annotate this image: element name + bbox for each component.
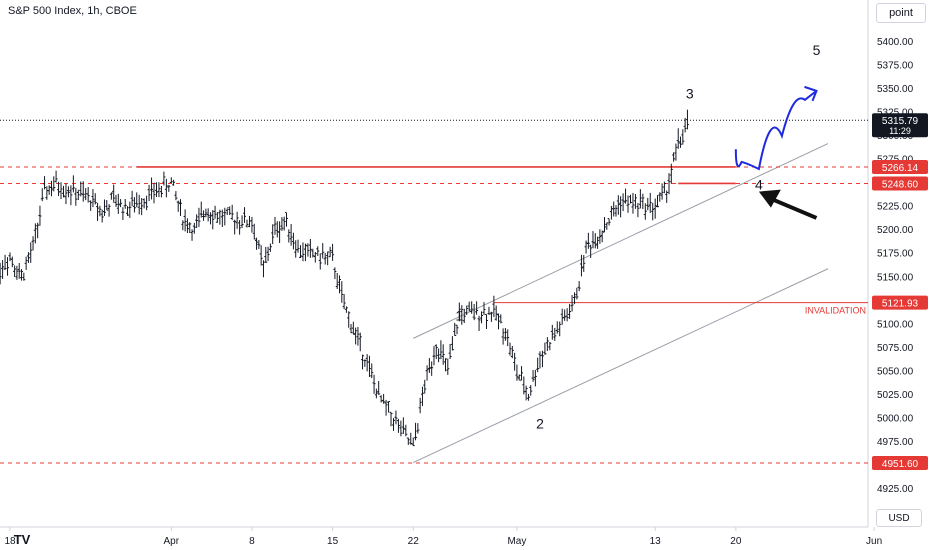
last-price-label: 5315.79 — [882, 116, 919, 127]
channel-lower-line — [413, 268, 829, 464]
invalidation-annotation: INVALIDATION — [805, 306, 866, 316]
y-tick-label: 5100.00 — [877, 319, 914, 330]
x-tick-label: 15 — [327, 536, 339, 547]
scale-mode-button[interactable]: point — [876, 3, 926, 23]
channel-upper-line — [413, 143, 829, 339]
pointer-arrow-head — [758, 189, 781, 208]
level-price-label-bg — [872, 159, 928, 174]
tradingview-logo: TV — [13, 531, 31, 547]
x-tick-label: Jun — [866, 536, 882, 547]
levels-layer — [0, 119, 868, 464]
level-price-label-bg — [872, 455, 928, 470]
wave-label-2: 2 — [536, 416, 544, 432]
y-tick-label: 5150.00 — [877, 272, 914, 283]
y-tick-label: 5000.00 — [877, 413, 914, 424]
y-tick-label: 5400.00 — [877, 37, 914, 48]
channel-layer — [413, 143, 829, 464]
y-tick-label: 5050.00 — [877, 366, 914, 377]
axis-labels-layer: 4925.004950.004975.005000.005025.005050.… — [4, 37, 928, 547]
x-tick-label: 22 — [408, 536, 420, 547]
axes-layer — [0, 0, 875, 531]
wave-label-3: 3 — [686, 85, 694, 101]
pointer-arrow-shaft — [772, 197, 818, 220]
x-tick-label: 8 — [249, 536, 255, 547]
projection-path — [734, 90, 818, 171]
x-tick-label: 18 — [4, 536, 16, 547]
bar-countdown-label: 11:29 — [889, 126, 911, 136]
annotations-layer: 1 2 3 4 5 — [455, 42, 820, 432]
x-tick-label: May — [507, 536, 526, 547]
price-bars-layer — [0, 109, 689, 447]
y-tick-label: 5350.00 — [877, 84, 914, 95]
x-tick-label: Apr — [164, 536, 180, 547]
chart-title: S&P 500 Index, 1h, CBOE — [8, 5, 137, 17]
level-price-label-bg — [872, 176, 928, 191]
projection-arrowhead — [804, 85, 818, 102]
wave-label-1: 1 — [455, 307, 463, 323]
wave-label-4: 4 — [755, 177, 763, 193]
level-price-label-bg — [872, 295, 928, 310]
y-tick-label: 5075.00 — [877, 343, 914, 354]
y-tick-label: 5325.00 — [877, 108, 914, 119]
last-price-label-bg — [872, 113, 928, 138]
y-tick-label: 5225.00 — [877, 202, 914, 213]
y-tick-label: 5175.00 — [877, 249, 914, 260]
y-tick-label: 4925.00 — [877, 484, 914, 495]
currency-button[interactable]: USD — [876, 509, 922, 527]
y-tick-label: 4975.00 — [877, 437, 914, 448]
level-price-label: 5121.93 — [882, 299, 919, 310]
x-tick-label: 13 — [650, 536, 662, 547]
y-tick-label: 5375.00 — [877, 61, 914, 72]
level-price-label: 4951.60 — [882, 459, 919, 470]
x-tick-label: 20 — [730, 536, 742, 547]
wave-label-5: 5 — [813, 42, 821, 58]
level-price-label: 5266.14 — [882, 163, 919, 174]
y-tick-label: 5200.00 — [877, 225, 914, 236]
level-price-label: 5248.60 — [882, 179, 919, 190]
y-tick-label: 5025.00 — [877, 390, 914, 401]
